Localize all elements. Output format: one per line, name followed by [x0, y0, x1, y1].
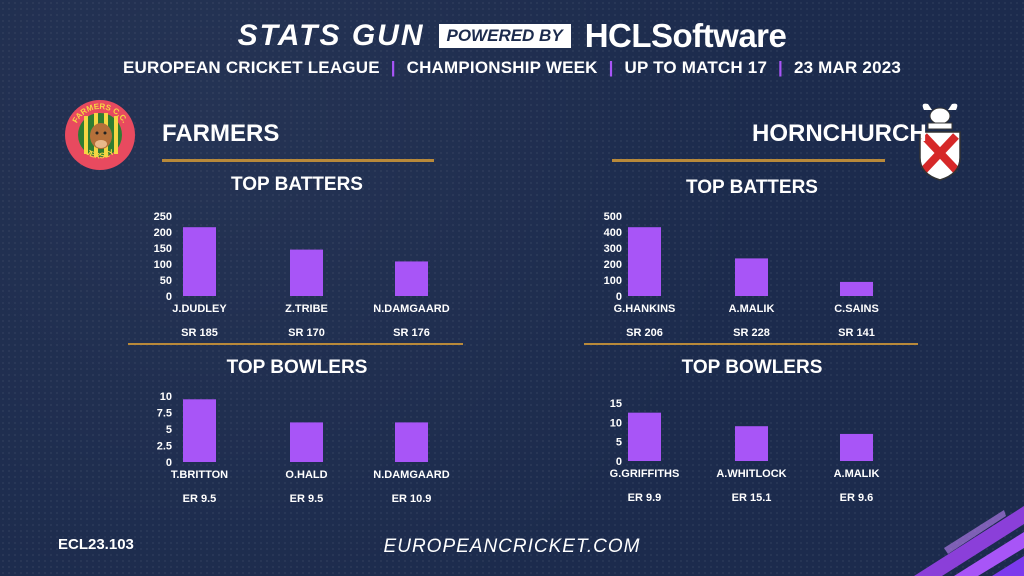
y-tick-label: 200	[154, 227, 172, 239]
bar	[183, 227, 216, 296]
subtitle-separator: |	[778, 58, 784, 77]
category-label: O.HALD	[285, 469, 327, 481]
category-label: N.DAMGAARD	[373, 469, 449, 481]
category-label: A.WHITLOCK	[716, 468, 786, 480]
footer-website: EUROPEANCRICKET.COM	[383, 536, 641, 557]
powered-by-badge: POWERED BY	[438, 24, 571, 48]
category-label: C.SAINS	[834, 303, 879, 315]
y-tick-label: 0	[616, 291, 622, 303]
y-tick-label: 15	[610, 398, 622, 410]
farmers-logo-icon: FARMERS C.C. JERSEY	[65, 100, 135, 170]
y-tick-label: 200	[604, 259, 622, 271]
stat-sublabel: ER 15.1	[732, 492, 772, 504]
left-batters-title: TOP BATTERS	[231, 174, 363, 195]
stat-sublabel: ER 10.9	[392, 493, 432, 505]
subtitle-row: EUROPEAN CRICKET LEAGUE | CHAMPIONSHIP W…	[0, 58, 1024, 78]
subtitle-league: EUROPEAN CRICKET LEAGUE	[122, 58, 380, 77]
stat-sublabel: SR 206	[626, 327, 663, 339]
stat-sublabel: ER 9.9	[628, 492, 662, 504]
hornchurch-logo-icon	[919, 103, 961, 181]
right-mid-rule	[584, 343, 918, 345]
category-label: J.DUDLEY	[172, 303, 227, 315]
right-batters-title: TOP BATTERS	[686, 177, 818, 198]
y-tick-label: 5	[616, 437, 622, 449]
y-tick-label: 7.5	[157, 408, 172, 420]
y-tick-label: 150	[154, 243, 172, 255]
subtitle-week: CHAMPIONSHIP WEEK	[406, 58, 598, 77]
y-tick-label: 400	[604, 227, 622, 239]
bar	[840, 281, 873, 296]
footer-code: ECL23.103	[58, 536, 134, 553]
bar	[735, 426, 768, 461]
bar	[735, 258, 768, 296]
bar	[395, 422, 428, 462]
y-tick-label: 50	[160, 275, 172, 287]
y-tick-label: 0	[166, 457, 172, 469]
decorative-stripes	[914, 506, 1024, 576]
bar	[183, 399, 216, 462]
y-tick-label: 300	[604, 243, 622, 255]
left-team-name: FARMERS	[162, 120, 280, 147]
stat-sublabel: SR 170	[288, 327, 325, 339]
subtitle-separator: |	[390, 58, 396, 77]
right-bowlers-title: TOP BOWLERS	[681, 357, 823, 378]
left-bowlers-title: TOP BOWLERS	[226, 357, 368, 378]
stat-sublabel: SR 228	[733, 327, 770, 339]
y-tick-label: 500	[604, 211, 622, 223]
stat-sublabel: SR 176	[393, 327, 430, 339]
y-tick-label: 250	[154, 211, 172, 223]
left-bowlers-chart: 0 2.5 5 7.5 10 T.BRITTON ER 9.5 O.HALD ER 9.5 N.D…	[157, 391, 450, 505]
category-label: A.MALIK	[729, 303, 775, 315]
stat-sublabel: ER 9.5	[290, 493, 324, 505]
y-tick-label: 2.5	[157, 441, 172, 453]
subtitle-separator: |	[608, 58, 614, 77]
right-header-rule	[612, 159, 885, 162]
bar	[395, 261, 428, 296]
y-tick-label: 10	[610, 417, 622, 429]
bar	[840, 433, 873, 461]
subtitle-match: UP TO MATCH 17	[624, 58, 768, 77]
category-label: N.DAMGAARD	[373, 303, 449, 315]
category-label: A.MALIK	[834, 468, 880, 480]
right-bowlers-chart: 0 5 10 15 G.GRIFFITHS ER 9.9 A.WHITLOCK ER 15.1…	[610, 398, 880, 504]
stat-sublabel: SR 185	[181, 327, 218, 339]
y-tick-label: 5	[166, 424, 172, 436]
sponsor-name: HCLSoftware	[584, 17, 787, 54]
stat-sublabel: ER 9.5	[183, 493, 217, 505]
y-tick-label: 100	[604, 275, 622, 287]
right-team-name: HORNCHURCH	[752, 120, 927, 147]
stat-sublabel: SR 141	[838, 327, 875, 339]
y-tick-label: 0	[616, 456, 622, 468]
subtitle-date: 23 MAR 2023	[793, 58, 902, 77]
logo-bottom-text: JERSEY	[84, 147, 116, 160]
bar	[290, 422, 323, 462]
y-tick-label: 10	[160, 391, 172, 403]
category-label: G.HANKINS	[614, 303, 676, 315]
left-batters-chart: 0 50 100 150 200 250 J.DUDLEY SR 185 Z.TRIBE SR 1…	[154, 211, 450, 339]
left-header-rule	[162, 159, 434, 162]
bar	[290, 249, 323, 296]
bar	[628, 412, 661, 461]
brand-title: STATS GUN	[237, 19, 425, 52]
stat-sublabel: ER 9.6	[840, 492, 874, 504]
right-batters-chart: 0 100 200 300 400 500 G.HANKINS SR 206 A.MALIK SR…	[604, 211, 879, 339]
category-label: G.GRIFFITHS	[610, 468, 680, 480]
category-label: T.BRITTON	[171, 469, 228, 481]
y-tick-label: 100	[154, 259, 172, 271]
brand-row: STATS GUN POWERED BY HCLSoftware	[0, 14, 1024, 58]
y-tick-label: 0	[166, 291, 172, 303]
left-mid-rule	[128, 343, 463, 345]
bar	[628, 227, 661, 296]
category-label: Z.TRIBE	[285, 303, 328, 315]
